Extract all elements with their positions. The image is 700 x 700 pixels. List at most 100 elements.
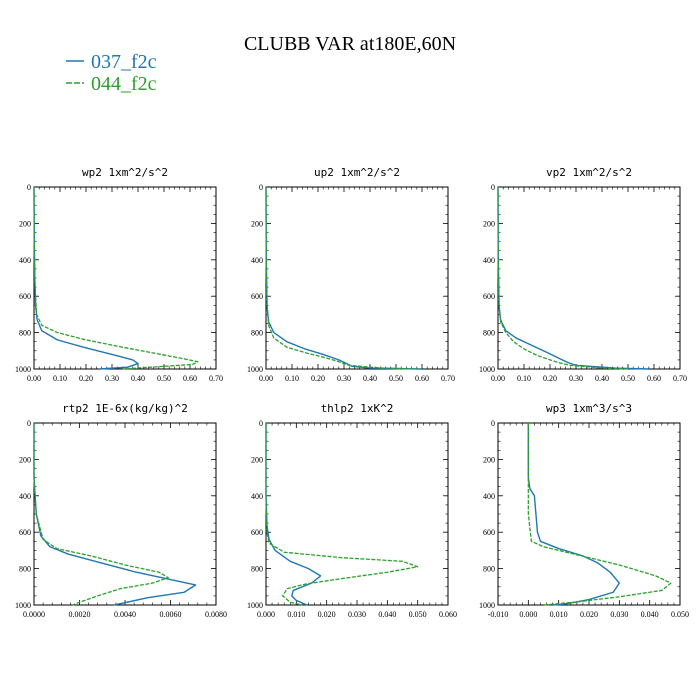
x-tick-label: 0.00 [491,374,505,383]
series-line-037-f2c [33,186,139,370]
x-tick-label: 0.70 [441,374,455,383]
y-tick-label: 800 [251,329,263,338]
panel-title: thlp2 1xK^2 [321,402,394,415]
y-tick-label: 600 [483,528,495,537]
x-tick-label: 0.040 [378,610,396,619]
x-tick-label: 0.30 [337,374,351,383]
legend-label-037-f2c: 037_f2c [91,51,157,73]
x-tick-label: 0.10 [285,374,299,383]
y-tick-label: 0 [491,419,495,428]
x-tick-label: 0.10 [517,374,531,383]
y-tick-label: 800 [483,565,495,574]
x-tick-label: 0.030 [610,610,628,619]
panel-title: up2 1xm^2/s^2 [314,166,400,179]
y-tick-label: 1000 [15,365,31,374]
y-tick-label: 400 [251,256,263,265]
panel-title: rtp2 1E-6x(kg/kg)^2 [62,402,188,415]
x-tick-label: 0.50 [157,374,171,383]
x-tick-label: 0.010 [550,610,568,619]
x-tick-label: 0.020 [318,610,336,619]
x-tick-label: 0.70 [209,374,223,383]
y-tick-label: 200 [483,455,495,464]
y-tick-label: 200 [251,455,263,464]
y-tick-label: 400 [19,256,31,265]
x-tick-label: 0.0080 [205,610,227,619]
x-tick-label: 0.40 [131,374,145,383]
x-tick-label: 0.30 [569,374,583,383]
series-line-044-f2c [33,186,199,370]
x-tick-label: 0.030 [348,610,366,619]
y-tick-label: 1000 [247,601,263,610]
y-tick-label: 400 [483,256,495,265]
y-tick-label: 0 [491,183,495,192]
plot-frame [265,186,449,370]
series-line-037-f2c [33,423,197,606]
y-tick-label: 800 [483,329,495,338]
x-tick-label: 0.0000 [23,610,45,619]
panel-5: thlp2 1xK^2 0.000 0.010 0.020 0.030 0.040 0.05… [247,402,457,619]
x-tick-label: 0.40 [595,374,609,383]
y-tick-label: 200 [19,455,31,464]
y-tick-label: 1000 [247,365,263,374]
x-tick-label: 0.060 [439,610,457,619]
y-tick-label: 0 [27,419,31,428]
panel-2: up2 1xm^2/s^2 0.00 0.10 0.20 0.30 0.40 0.50 0.6… [247,166,455,383]
y-tick-label: 200 [483,219,495,228]
series-line-044-f2c [265,423,419,606]
y-tick-label: 600 [19,292,31,301]
x-tick-label: 0.0020 [69,610,91,619]
panel-title: wp2 1xm^2/s^2 [82,166,168,179]
panel-title: vp2 1xm^2/s^2 [546,166,632,179]
y-tick-label: 400 [19,492,31,501]
x-tick-label: 0.20 [79,374,93,383]
y-tick-label: 400 [251,492,263,501]
y-tick-label: 400 [483,492,495,501]
y-tick-label: 0 [259,183,263,192]
series-line-044-f2c [33,423,169,606]
y-tick-label: 200 [251,219,263,228]
y-tick-label: 200 [19,219,31,228]
x-tick-label: 0.00 [259,374,273,383]
legend: 037_f2c 044_f2c [66,51,157,95]
x-tick-label: 0.000 [257,610,275,619]
panel-6: wp3 1xm^3/s^3 -0.010 0.000 0.010 0.020 0.030 0… [479,402,689,619]
panel-3: vp2 1xm^2/s^2 0.00 0.10 0.20 0.30 0.40 0.50 0.6… [479,166,687,383]
x-tick-label: 0.20 [543,374,557,383]
x-tick-label: 0.60 [183,374,197,383]
series-line-044-f2c [497,186,629,370]
panel-4: rtp2 1E-6x(kg/kg)^2 0.0000 0.0020 0.0040 0.0… [15,402,227,619]
legend-label-044-f2c: 044_f2c [91,73,157,95]
figure-title: CLUBB VAR at180E,60N [244,33,456,55]
panels: wp2 1xm^2/s^2 0.00 0.10 0.20 0.30 0.40 0.50 0.6… [15,166,689,619]
x-tick-label: 0.000 [519,610,537,619]
plot-frame [33,422,217,606]
x-tick-label: 0.0040 [114,610,136,619]
y-tick-label: 600 [251,528,263,537]
x-tick-label: 0.50 [621,374,635,383]
y-tick-label: 0 [259,419,263,428]
x-tick-label: 0.30 [105,374,119,383]
y-tick-label: 800 [251,565,263,574]
y-tick-label: 800 [19,565,31,574]
y-tick-label: 1000 [479,365,495,374]
x-tick-label: 0.050 [671,610,689,619]
x-tick-label: 0.0060 [160,610,182,619]
plot-frame [265,422,449,606]
y-tick-label: 0 [27,183,31,192]
x-tick-label: 0.040 [641,610,659,619]
x-tick-label: 0.40 [363,374,377,383]
x-tick-label: 0.010 [287,610,305,619]
x-tick-label: 0.50 [389,374,403,383]
x-tick-label: 0.60 [647,374,661,383]
series-line-037-f2c [265,186,423,370]
x-tick-label: 0.020 [580,610,598,619]
x-tick-label: 0.70 [673,374,687,383]
series-line-037-f2c [527,423,621,606]
x-tick-label: -0.010 [488,610,509,619]
y-tick-label: 600 [19,528,31,537]
plot-frame [497,422,681,606]
series-line-044-f2c [527,423,672,606]
plot-frame [33,186,217,370]
y-tick-label: 600 [251,292,263,301]
